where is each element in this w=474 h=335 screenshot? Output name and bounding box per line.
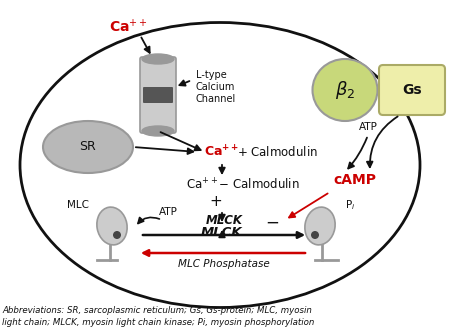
Text: P$_i$: P$_i$: [345, 198, 356, 212]
FancyBboxPatch shape: [379, 65, 445, 115]
Text: $-$: $-$: [265, 213, 279, 231]
Text: $\beta_2$: $\beta_2$: [335, 79, 355, 101]
Text: $+$: $+$: [210, 195, 223, 209]
Text: Abbreviations: SR, sarcoplasmic reticulum; Gs, Gs-protein; MLC, myosin
light cha: Abbreviations: SR, sarcoplasmic reticulu…: [2, 306, 314, 327]
Ellipse shape: [97, 207, 127, 245]
FancyBboxPatch shape: [140, 57, 176, 133]
Ellipse shape: [113, 231, 121, 239]
Text: SR: SR: [80, 140, 96, 153]
Text: Ca$^{++}$: Ca$^{++}$: [109, 18, 147, 36]
Text: MLC Phosphatase: MLC Phosphatase: [178, 259, 270, 269]
Ellipse shape: [305, 207, 335, 245]
Ellipse shape: [142, 54, 174, 64]
Ellipse shape: [142, 126, 174, 136]
Ellipse shape: [312, 59, 377, 121]
Text: ATP: ATP: [358, 122, 377, 132]
Text: L-type
Calcium
Channel: L-type Calcium Channel: [196, 70, 236, 105]
Text: $+$ Calmodulin: $+$ Calmodulin: [237, 145, 318, 159]
Ellipse shape: [311, 231, 319, 239]
Text: MLCK: MLCK: [201, 225, 243, 239]
Text: $\bf{Ca^{++}}$: $\bf{Ca^{++}}$: [204, 144, 239, 160]
Text: MLCK: MLCK: [206, 214, 243, 227]
Text: cAMP: cAMP: [334, 173, 376, 187]
Text: ATP: ATP: [159, 207, 177, 217]
Ellipse shape: [43, 121, 133, 173]
Text: Ca$^{++}$$-$ Calmodulin: Ca$^{++}$$-$ Calmodulin: [186, 177, 300, 193]
Text: MLC: MLC: [67, 200, 89, 210]
Text: Gs: Gs: [402, 83, 422, 97]
FancyBboxPatch shape: [143, 87, 173, 103]
